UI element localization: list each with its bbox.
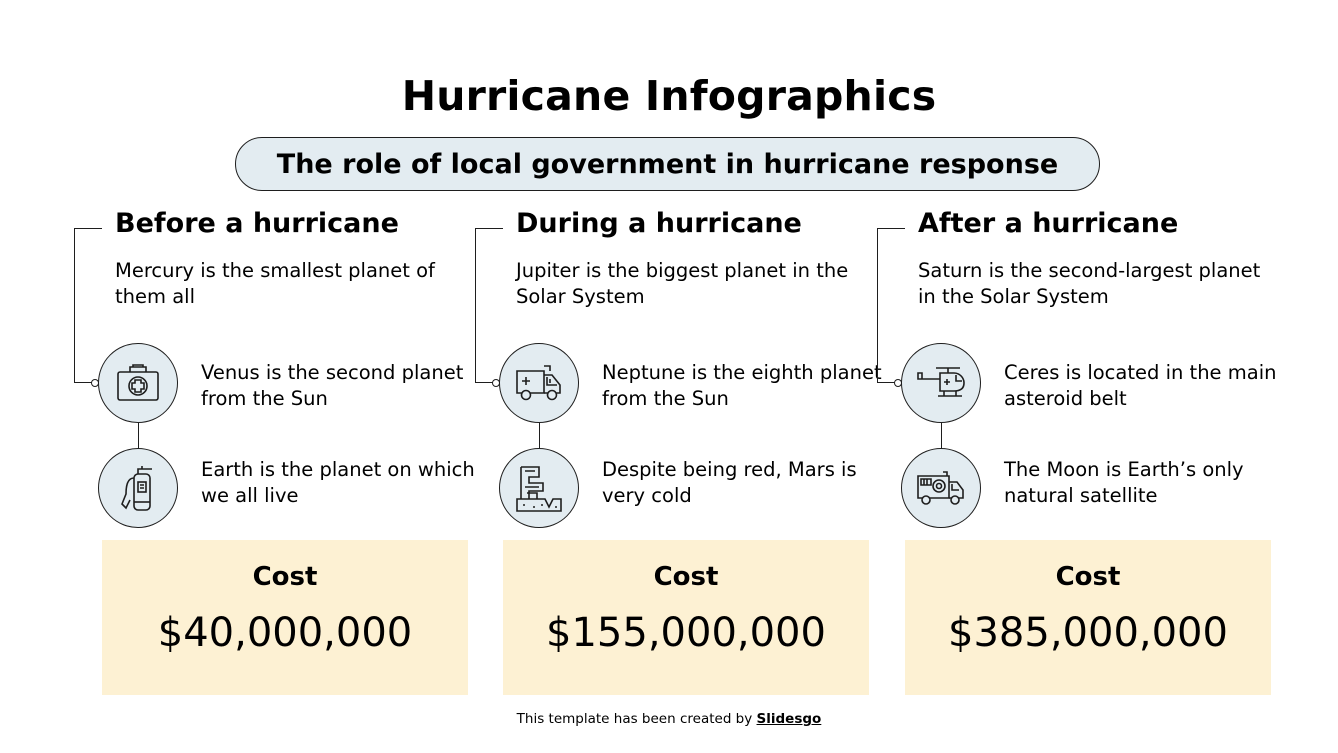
column-after: After a hurricane Saturn is the second-l…: [877, 200, 1277, 700]
item-text: Earth is the planet on which we all live: [201, 458, 475, 507]
item-text: Ceres is located in the main asteroid be…: [1004, 361, 1277, 410]
ambulance-icon: [499, 343, 579, 423]
column-before: Before a hurricane Mercury is the smalle…: [74, 200, 475, 700]
column-heading: Before a hurricane: [115, 208, 399, 239]
footer-text: This template has been created by: [516, 711, 757, 727]
column-during: During a hurricane Jupiter is the bigges…: [475, 200, 882, 700]
column-description: Jupiter is the biggest planet in the Sol…: [516, 259, 849, 308]
column-description: Mercury is the smallest planet of them a…: [115, 259, 435, 308]
icon-connector: [941, 423, 942, 449]
fire-extinguisher-icon: [98, 448, 178, 528]
cost-box: Cost $385,000,000: [905, 540, 1271, 695]
item-text: Despite being red, Mars is very cold: [602, 458, 857, 507]
bracket-line: [74, 228, 102, 383]
item-text: Neptune is the eighth planet from the Su…: [602, 361, 882, 410]
subtitle-pill: The role of local government in hurrican…: [235, 137, 1100, 191]
cost-value: $40,000,000: [157, 610, 413, 656]
item-text: The Moon is Earth’s only natural satelli…: [1004, 458, 1244, 507]
first-aid-kit-icon: [98, 343, 178, 423]
bracket-line: [877, 228, 905, 383]
icon-connector: [539, 423, 540, 449]
subtitle-text: The role of local government in hurrican…: [276, 148, 1059, 180]
damaged-building-icon: [499, 448, 579, 528]
bracket-connector: [475, 382, 495, 383]
slide-title: Hurricane Infographics: [401, 72, 937, 120]
cost-box: Cost $155,000,000: [503, 540, 869, 695]
item-text: Venus is the second planet from the Sun: [201, 361, 464, 410]
slidesgo-link[interactable]: Slidesgo: [756, 711, 822, 727]
bracket-connector: [74, 382, 94, 383]
bracket-connector: [877, 382, 897, 383]
cost-value: $155,000,000: [546, 610, 826, 656]
rescue-truck-icon: [901, 448, 981, 528]
cost-box: Cost $40,000,000: [102, 540, 468, 695]
bracket-line: [475, 228, 503, 383]
medical-helicopter-icon: [901, 343, 981, 423]
footer-credit: This template has been created by Slides…: [0, 711, 1338, 727]
cost-label: Cost: [252, 562, 318, 592]
icon-connector: [138, 423, 139, 449]
cost-value: $385,000,000: [948, 610, 1228, 656]
cost-label: Cost: [1055, 562, 1121, 592]
column-heading: After a hurricane: [918, 208, 1179, 239]
column-heading: During a hurricane: [516, 208, 802, 239]
cost-label: Cost: [653, 562, 719, 592]
column-description: Saturn is the second-largest planet in t…: [918, 259, 1261, 308]
